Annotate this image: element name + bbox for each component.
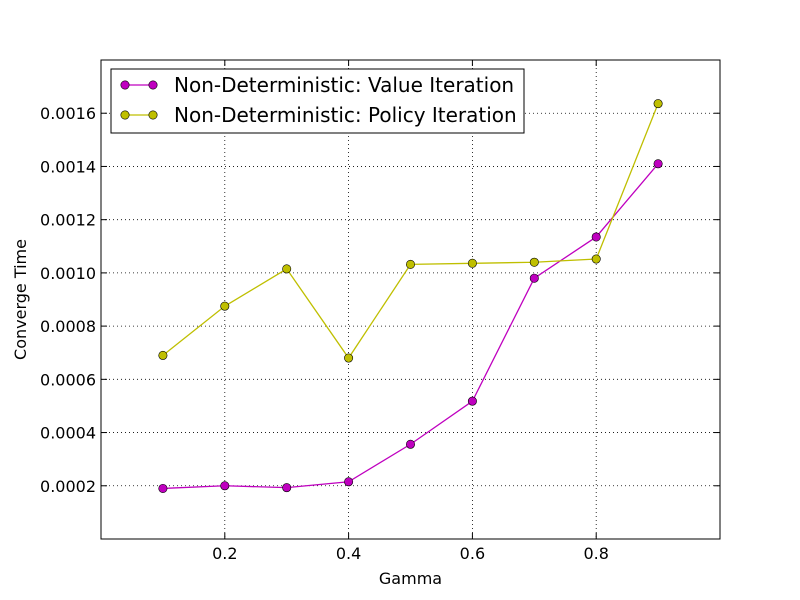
y-tick-label: 0.0008 xyxy=(40,317,96,336)
y-tick-label: 0.0012 xyxy=(40,211,96,230)
x-tick-label: 0.8 xyxy=(583,544,608,563)
data-point xyxy=(344,477,354,487)
data-point xyxy=(591,254,601,264)
y-tick-label: 0.0002 xyxy=(40,477,96,496)
series-0 xyxy=(158,159,663,493)
data-point xyxy=(467,258,477,268)
data-point xyxy=(282,264,292,274)
legend-marker xyxy=(148,110,158,120)
legend: Non-Deterministic: Value Iteration Non-De… xyxy=(110,68,525,134)
y-tick-label: 0.0010 xyxy=(40,264,96,283)
y-tick-label: 0.0014 xyxy=(40,157,96,176)
legend-marker xyxy=(148,80,158,90)
data-point xyxy=(158,350,168,360)
data-point xyxy=(591,232,601,242)
x-tick-label: 0.6 xyxy=(460,544,485,563)
legend-marker xyxy=(120,80,130,90)
x-axis-label: Gamma xyxy=(379,569,442,588)
data-point xyxy=(282,483,292,493)
plot-area-frame xyxy=(100,59,721,540)
data-point xyxy=(653,99,663,109)
data-point xyxy=(220,481,230,491)
x-tick-label: 0.2 xyxy=(212,544,237,563)
x-tick-label: 0.4 xyxy=(336,544,361,563)
data-point xyxy=(529,257,539,267)
y-tick-label: 0.0004 xyxy=(40,424,96,443)
axis-ticks: 0.2 0.4 0.6 0.8 0.0002 0.0004 0.0006 0.0008 0.00… xyxy=(40,60,720,563)
legend-marker xyxy=(120,110,130,120)
legend-item: Non-Deterministic: Value Iteration xyxy=(120,73,514,97)
series-1 xyxy=(158,99,663,363)
legend-items: Non-Deterministic: Value Iteration Non-De… xyxy=(120,73,517,127)
data-point xyxy=(405,259,415,269)
legend-box xyxy=(110,68,525,134)
data-point xyxy=(529,273,539,283)
data-point xyxy=(158,483,168,493)
data-point xyxy=(405,439,415,449)
legend-item: Non-Deterministic: Policy Iteration xyxy=(120,103,517,127)
data-point xyxy=(344,353,354,363)
data-point xyxy=(467,396,477,406)
y-tick-label: 0.0006 xyxy=(40,370,96,389)
legend-label: Non-Deterministic: Value Iteration xyxy=(174,73,514,97)
series-layer xyxy=(158,99,663,493)
legend-label: Non-Deterministic: Policy Iteration xyxy=(174,103,517,127)
data-point xyxy=(220,301,230,311)
y-axis-label: Converge Time xyxy=(11,239,30,360)
data-point xyxy=(653,159,663,169)
y-tick-label: 0.0016 xyxy=(40,104,96,123)
